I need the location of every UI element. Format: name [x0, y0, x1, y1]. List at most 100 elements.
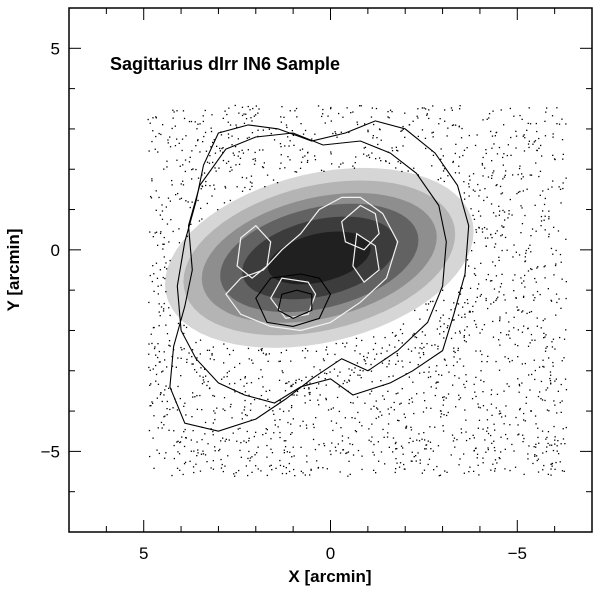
white-contour-1 — [225, 196, 399, 332]
star-point — [171, 184, 173, 186]
star-point — [204, 454, 207, 456]
star-point — [554, 264, 557, 267]
star-point — [507, 334, 510, 336]
star-point — [454, 446, 456, 448]
star-point — [246, 414, 248, 417]
star-point — [265, 390, 267, 392]
star-point — [476, 296, 478, 298]
star-point — [503, 390, 505, 392]
star-point — [325, 399, 327, 401]
star-point — [352, 111, 354, 113]
star-point — [472, 305, 474, 307]
star-point — [467, 302, 469, 305]
star-point — [283, 452, 285, 454]
star-point — [193, 450, 195, 452]
star-point — [158, 303, 160, 305]
star-point — [455, 124, 457, 126]
star-point — [330, 153, 332, 155]
star-point — [157, 427, 159, 429]
star-point — [518, 391, 520, 393]
star-point — [445, 364, 448, 366]
x-axis-label: X [arcmin] — [288, 567, 371, 586]
star-point — [161, 210, 164, 212]
star-point — [399, 462, 402, 464]
star-point — [325, 349, 327, 351]
star-point — [326, 353, 329, 355]
star-point — [221, 378, 223, 380]
star-point — [386, 366, 388, 368]
star-point — [249, 188, 251, 191]
star-point — [306, 161, 309, 163]
star-point — [188, 120, 191, 123]
star-point — [301, 380, 303, 382]
star-point — [494, 135, 496, 137]
star-point — [447, 393, 450, 395]
star-point — [302, 133, 305, 135]
star-point — [466, 259, 469, 261]
star-point — [245, 177, 248, 179]
star-point — [477, 427, 479, 429]
star-point — [257, 468, 259, 470]
star-point — [551, 346, 554, 348]
star-point — [323, 170, 325, 172]
star-point — [269, 465, 271, 467]
star-point — [554, 158, 556, 161]
star-point — [519, 165, 521, 167]
star-point — [204, 368, 206, 370]
black-contour-3 — [255, 273, 332, 327]
star-point — [385, 160, 387, 162]
star-point — [562, 158, 564, 160]
star-point — [440, 148, 442, 150]
star-point — [522, 434, 524, 436]
star-point — [550, 463, 552, 465]
star-point — [411, 460, 413, 462]
star-point — [330, 420, 333, 422]
star-point — [401, 360, 403, 362]
star-point — [458, 156, 461, 158]
star-point — [238, 112, 240, 114]
star-point — [365, 363, 367, 365]
star-point — [543, 219, 545, 221]
star-point — [443, 414, 445, 416]
star-point — [244, 391, 246, 393]
star-point — [565, 426, 567, 429]
star-point — [291, 385, 293, 387]
star-point — [534, 277, 536, 280]
star-point — [553, 226, 555, 228]
star-point — [487, 355, 489, 357]
star-point — [398, 420, 400, 422]
star-point — [483, 199, 485, 202]
star-point — [438, 475, 440, 477]
star-point — [281, 106, 283, 108]
star-point — [423, 353, 425, 356]
star-point — [287, 136, 289, 138]
star-point — [205, 375, 207, 377]
star-point — [382, 428, 384, 431]
star-point — [203, 172, 206, 174]
star-point — [388, 344, 391, 346]
star-point — [536, 459, 538, 462]
star-point — [428, 371, 430, 373]
star-point — [244, 414, 247, 416]
star-point — [171, 474, 173, 477]
star-point — [196, 408, 198, 410]
star-point — [419, 347, 421, 349]
star-point — [413, 456, 415, 458]
star-point — [204, 109, 206, 112]
star-point — [493, 143, 495, 145]
star-point — [413, 167, 415, 169]
star-point — [228, 383, 231, 385]
star-point — [290, 406, 293, 409]
star-point — [222, 437, 224, 439]
star-point — [335, 422, 338, 424]
star-point — [309, 393, 311, 396]
star-point — [544, 399, 546, 402]
star-point — [338, 112, 340, 115]
star-point — [550, 300, 553, 302]
star-point — [537, 395, 540, 398]
chart-title: Sagittarius dIrr IN6 Sample — [110, 54, 340, 74]
star-point — [197, 177, 200, 179]
star-point — [456, 439, 458, 441]
star-point — [468, 183, 470, 185]
star-point — [341, 435, 344, 437]
